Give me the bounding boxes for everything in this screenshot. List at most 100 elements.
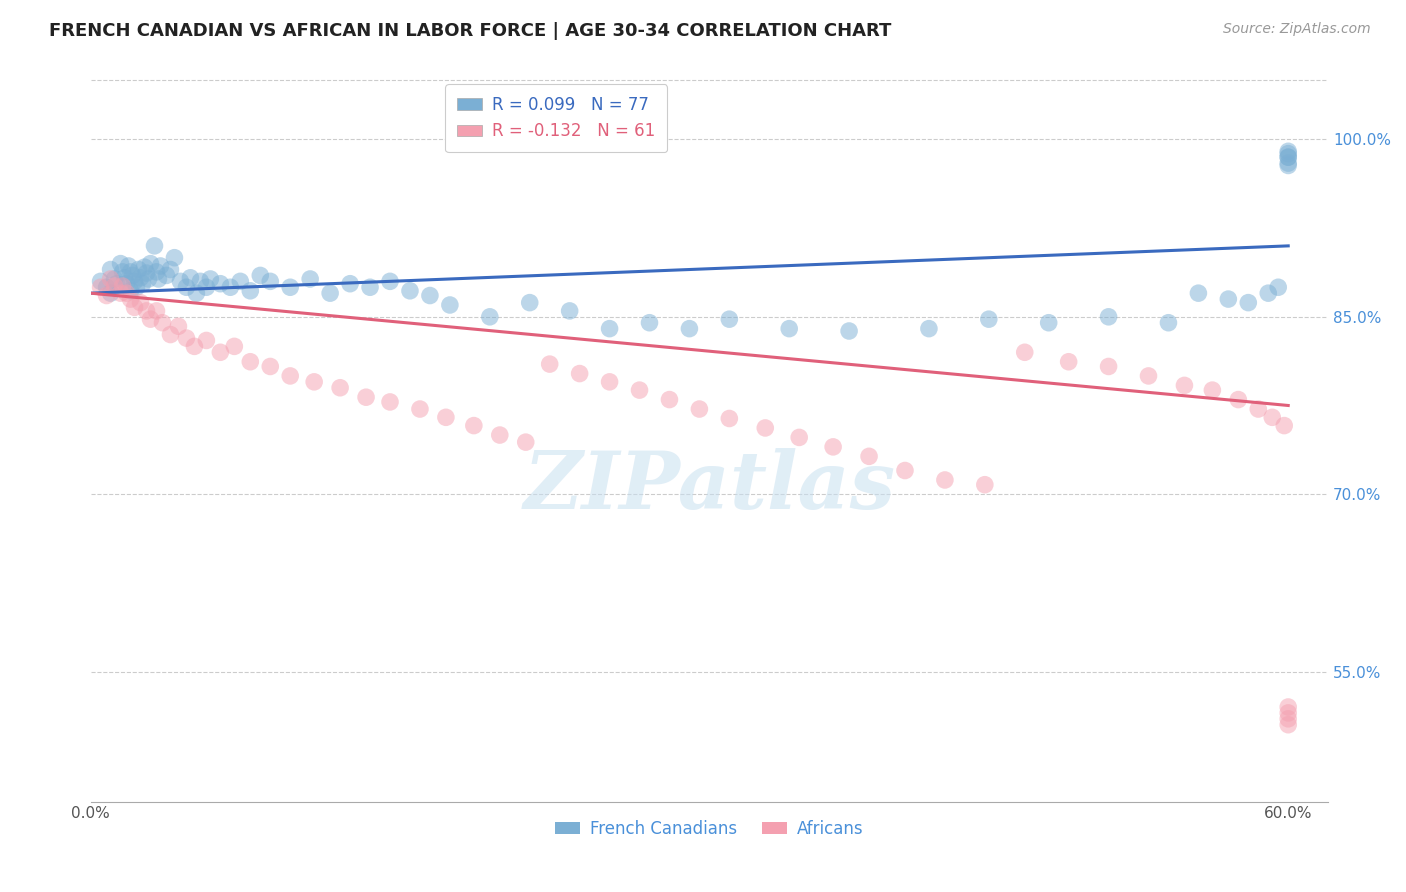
Point — [302, 375, 325, 389]
Point — [195, 280, 218, 294]
Point — [103, 272, 125, 286]
Point — [488, 428, 510, 442]
Point — [135, 266, 157, 280]
Point — [329, 381, 352, 395]
Point — [823, 440, 845, 454]
Point — [515, 435, 537, 450]
Point — [838, 324, 860, 338]
Point — [120, 265, 142, 279]
Point — [110, 286, 132, 301]
Point — [129, 295, 152, 310]
Point — [299, 272, 322, 286]
Point — [1097, 359, 1119, 374]
Point — [183, 339, 205, 353]
Point — [120, 284, 142, 298]
Point — [1097, 310, 1119, 324]
Point — [110, 257, 132, 271]
Point — [190, 274, 212, 288]
Point — [1038, 316, 1060, 330]
Point — [519, 295, 541, 310]
Legend: French Canadians, Africans: French Canadians, Africans — [548, 814, 870, 845]
Point — [558, 304, 581, 318]
Point — [599, 321, 621, 335]
Point — [239, 355, 262, 369]
Point — [1277, 150, 1299, 164]
Point — [599, 375, 621, 389]
Point — [359, 280, 381, 294]
Point — [439, 298, 461, 312]
Point — [124, 301, 146, 315]
Point — [229, 274, 252, 288]
Point — [1057, 355, 1080, 369]
Point — [973, 477, 995, 491]
Point — [155, 268, 177, 283]
Point — [638, 316, 661, 330]
Point — [259, 359, 281, 374]
Point — [1277, 159, 1299, 173]
Point — [1277, 156, 1299, 170]
Point — [179, 270, 201, 285]
Point — [1257, 286, 1279, 301]
Point — [121, 268, 143, 283]
Point — [894, 463, 917, 477]
Point — [159, 262, 181, 277]
Point — [200, 272, 222, 286]
Point — [463, 418, 485, 433]
Point — [1277, 146, 1299, 161]
Point — [100, 262, 122, 277]
Point — [96, 288, 118, 302]
Point — [1227, 392, 1250, 407]
Point — [143, 239, 166, 253]
Point — [103, 279, 125, 293]
Point — [124, 274, 146, 288]
Point — [278, 368, 301, 383]
Point — [1277, 145, 1299, 159]
Point — [628, 383, 651, 397]
Point — [354, 390, 377, 404]
Point — [858, 450, 880, 464]
Point — [209, 345, 232, 359]
Point — [1173, 378, 1195, 392]
Point — [167, 319, 190, 334]
Point — [419, 288, 441, 302]
Point — [125, 280, 148, 294]
Text: FRENCH CANADIAN VS AFRICAN IN LABOR FORCE | AGE 30-34 CORRELATION CHART: FRENCH CANADIAN VS AFRICAN IN LABOR FORC… — [49, 22, 891, 40]
Point — [678, 321, 700, 335]
Point — [129, 270, 152, 285]
Point — [186, 286, 208, 301]
Point — [399, 284, 422, 298]
Point — [90, 274, 112, 288]
Point — [1237, 295, 1260, 310]
Point — [1277, 700, 1299, 714]
Point — [259, 274, 281, 288]
Point — [409, 402, 432, 417]
Point — [787, 430, 810, 444]
Point — [134, 260, 156, 275]
Point — [145, 304, 167, 318]
Point — [478, 310, 501, 324]
Point — [1187, 286, 1209, 301]
Point — [195, 334, 218, 348]
Point — [219, 280, 242, 294]
Point — [1137, 368, 1160, 383]
Point — [163, 251, 186, 265]
Point — [120, 292, 142, 306]
Point — [139, 312, 162, 326]
Point — [111, 265, 134, 279]
Point — [152, 316, 174, 330]
Point — [278, 280, 301, 294]
Point — [688, 402, 710, 417]
Point — [176, 331, 198, 345]
Point — [117, 259, 139, 273]
Point — [538, 357, 561, 371]
Point — [1014, 345, 1036, 359]
Point — [114, 270, 136, 285]
Point — [100, 286, 122, 301]
Point — [145, 265, 167, 279]
Point — [224, 339, 246, 353]
Point — [139, 257, 162, 271]
Point — [239, 284, 262, 298]
Point — [934, 473, 956, 487]
Point — [249, 268, 271, 283]
Point — [1201, 383, 1223, 397]
